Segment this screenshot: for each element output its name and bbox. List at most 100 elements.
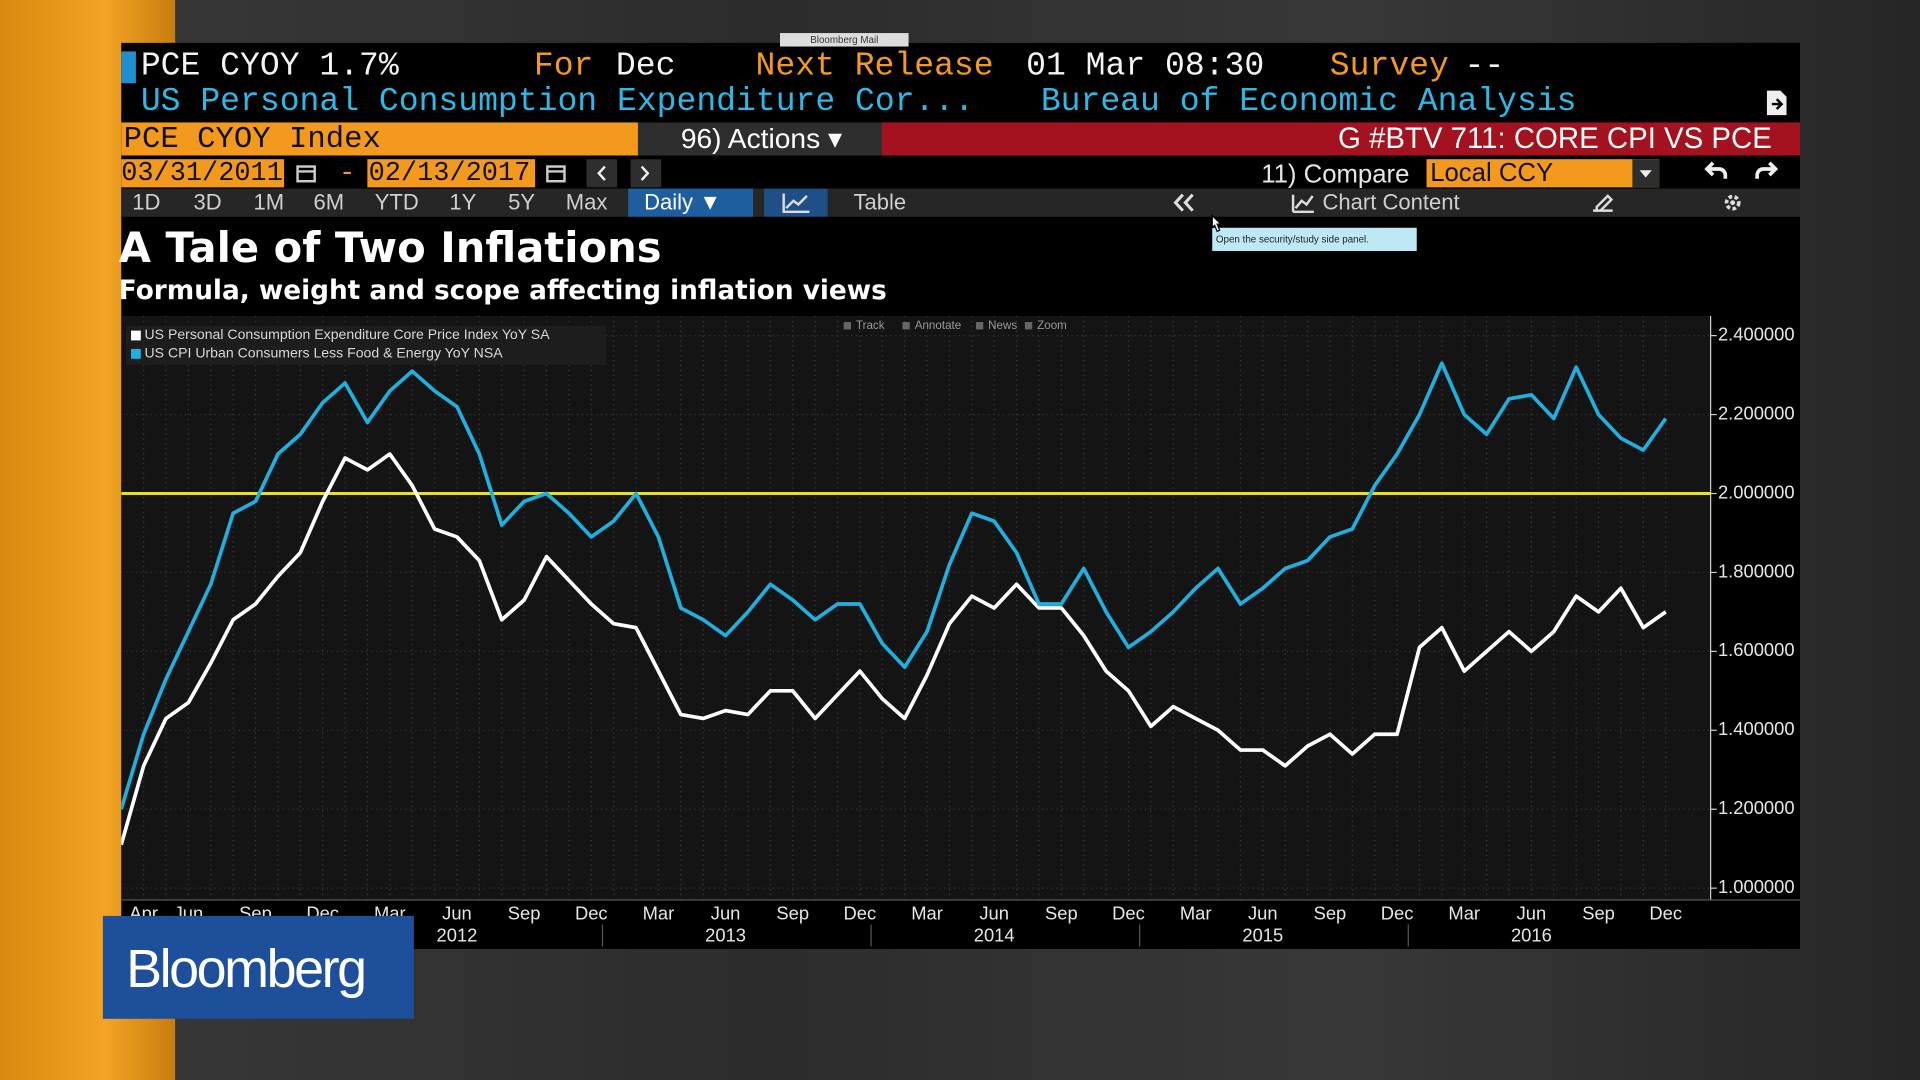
legend-swatch [131, 330, 141, 341]
range-tab[interactable]: YTD [374, 189, 419, 215]
x-tick-label: Mar [1180, 903, 1212, 924]
legend-swatch [131, 348, 141, 359]
x-tick-label: Sep [1045, 903, 1078, 924]
series-line [121, 361, 1668, 810]
legend-box [126, 325, 607, 365]
logo-box [102, 915, 414, 1019]
x-year-label: 2012 [437, 925, 478, 946]
y-tick-label: 1.600000 [1718, 639, 1795, 660]
panel-toggle[interactable] [1169, 191, 1198, 214]
tool-icon [902, 322, 910, 330]
survey-value: -- [1464, 48, 1505, 86]
for-value: Dec [615, 48, 676, 86]
logo: Bloomberg [126, 939, 367, 1000]
x-tick-label: Jun [711, 903, 741, 924]
x-tick-label: Dec [575, 903, 608, 924]
end-date-bg [367, 159, 536, 188]
start-date-bg [121, 159, 285, 188]
release-label: Next Release [755, 48, 994, 86]
release-value: 01 Mar 08:30 [1026, 48, 1265, 86]
chart-tool[interactable]: Zoom [1037, 319, 1067, 332]
security-bg [121, 122, 638, 156]
range-bar [121, 188, 1801, 217]
survey-label: Survey [1329, 48, 1449, 86]
x-tick-label: Dec [1649, 903, 1682, 924]
chart-tool[interactable]: Annotate [915, 319, 962, 332]
x-tick-label: Sep [1314, 903, 1347, 924]
currency[interactable]: Local CCY [1430, 159, 1554, 188]
description: US Personal Consumption Expenditure Cor.… [140, 84, 975, 122]
x-tick-label: Jun [442, 903, 472, 924]
start-date[interactable]: 03/31/2011 [121, 157, 283, 189]
range-tab[interactable]: 1D [132, 189, 161, 215]
tooltip: Open the security/study side panel. [1212, 227, 1417, 252]
chart-subtitle: Formula, weight and scope affecting infl… [118, 275, 887, 307]
toolbar-icons[interactable] [1632, 159, 1799, 188]
y-tick-label: 2.000000 [1718, 481, 1795, 502]
currency-bg [1426, 159, 1660, 188]
chart-content-button[interactable]: Chart Content [1322, 189, 1460, 215]
range-tab[interactable]: 3D [193, 189, 222, 215]
chart: 1.000000 1.200000 1.400000 1.600000 1.800000… [121, 315, 1801, 947]
ticker: PCE CYOY 1.7% [140, 48, 399, 86]
status-bar [121, 51, 136, 84]
calendar-icon[interactable] [295, 163, 317, 184]
tool-icon [843, 322, 852, 330]
plot-area [121, 315, 1711, 901]
chart-content-icon [1291, 194, 1314, 214]
export-icon[interactable] [1763, 88, 1790, 117]
chart-tool[interactable]: News [988, 319, 1017, 332]
x-tick-label: Jun [1517, 903, 1547, 924]
series-line [121, 452, 1667, 846]
y-tick-label: 1.400000 [1718, 718, 1795, 739]
range-tab[interactable]: 1M [253, 189, 285, 215]
calendar-icon[interactable] [545, 163, 567, 184]
frequency-bg [628, 188, 754, 217]
legend-label: US Personal Consumption Expenditure Core… [144, 326, 550, 342]
for-label: For [533, 48, 594, 86]
x-tick-label: Dec [844, 903, 877, 924]
x-year-label: 2014 [974, 925, 1015, 946]
actions-button[interactable]: 96) Actions ▾ [680, 122, 843, 155]
chart-title: A Tale of Two Inflations [118, 224, 662, 274]
chart-type-button[interactable] [764, 188, 828, 217]
legend-label: US CPI Urban Consumers Less Food & Energ… [144, 345, 503, 361]
mail-tab[interactable]: Bloomberg Mail [780, 33, 909, 47]
y-tick-label: 2.400000 [1718, 323, 1795, 344]
y-tick-label: 1.800000 [1718, 560, 1795, 581]
source: Bureau of Economic Analysis [1040, 84, 1577, 122]
security[interactable]: PCE CYOY Index [123, 121, 381, 157]
function-bg [881, 122, 1801, 156]
range-tab[interactable]: 5Y [508, 189, 536, 215]
x-tick-label: Dec [1112, 903, 1145, 924]
mouse-cursor [1211, 214, 1223, 233]
tool-icon [1024, 322, 1033, 330]
x-year-label: 2016 [1511, 925, 1552, 946]
x-tick-label: Jun [979, 903, 1009, 924]
tool-icon [975, 322, 984, 330]
x-tick-label: Mar [1448, 903, 1480, 924]
range-tab[interactable]: 6M [313, 189, 345, 215]
compare-button[interactable]: 11) Compare [1261, 160, 1410, 189]
range-tab[interactable]: 1Y [449, 189, 477, 215]
x-tick-label: Mar [911, 903, 943, 924]
x-tick-label: Sep [776, 903, 809, 924]
x-year-label: 2015 [1242, 925, 1283, 946]
chart-tool[interactable]: Track [856, 319, 885, 332]
x-year-label: 2013 [705, 925, 746, 946]
y-tick-label: 1.200000 [1718, 797, 1795, 818]
table-button[interactable]: Table [853, 189, 907, 215]
settings-icon[interactable] [1720, 191, 1744, 214]
x-tick-label: Sep [508, 903, 541, 924]
y-tick-label: 2.200000 [1718, 402, 1795, 423]
edit-icon[interactable] [1589, 191, 1616, 214]
end-date[interactable]: 02/13/2017 [368, 157, 531, 189]
actions-bg [637, 122, 882, 156]
frequency-button[interactable]: Daily ▼ [644, 189, 722, 215]
range-tab[interactable]: Max [565, 189, 608, 215]
x-tick-label: Dec [1381, 903, 1414, 924]
x-tick-label: Sep [1582, 903, 1615, 924]
period-arrows[interactable] [586, 159, 663, 188]
date-separator: - [339, 157, 356, 189]
